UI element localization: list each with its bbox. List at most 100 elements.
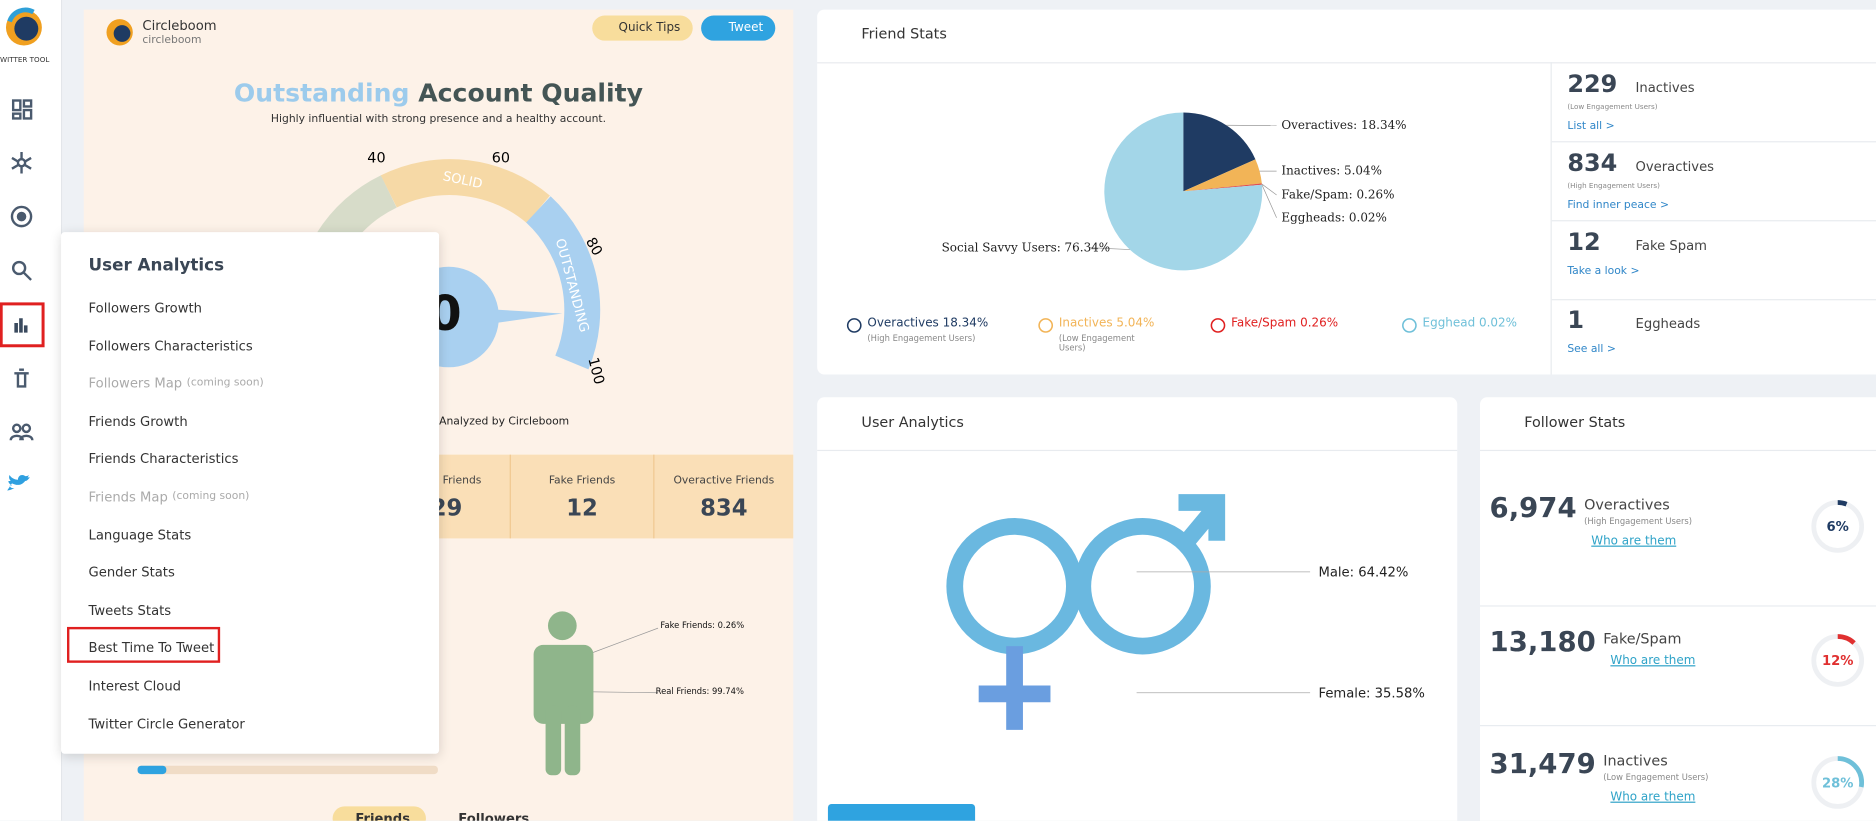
stat-link[interactable]: Who are them <box>1610 790 1696 805</box>
tab[interactable]: Friends <box>355 811 411 821</box>
legend-sub: (High Engagement Users) <box>867 333 976 344</box>
menu-item[interactable]: Friends Growth <box>88 413 188 430</box>
menu-item[interactable]: Followers Map <box>88 375 183 392</box>
count-label: Friends <box>442 474 482 487</box>
pie-label: Social Savvy Users: 76.34% <box>942 240 1111 254</box>
highlight-box <box>67 627 221 664</box>
legend-sub: (Low Engagement Users) <box>1058 333 1135 353</box>
ring-arc <box>1811 634 1865 687</box>
analyzed-by: Analyzed by Circleboom <box>439 416 570 429</box>
stat-value: 229 <box>1567 69 1618 99</box>
menu-item[interactable]: Tweets Stats <box>88 602 172 619</box>
pie-slice <box>1183 112 1256 192</box>
user-analytics-card: User Analytics <box>817 397 1458 821</box>
sidebar: WITTER TOOL <box>0 0 63 821</box>
stat-link[interactable]: Find inner peace > <box>1567 199 1669 212</box>
stat-label: Inactives <box>1635 80 1695 96</box>
stat-sub: (High Engagement Users) <box>1567 181 1660 191</box>
quality-title: Outstanding Account Quality <box>84 79 793 108</box>
pie-slice <box>1183 159 1262 192</box>
stat-label: Overactives <box>1584 496 1670 514</box>
quality-title-rest: Account Quality <box>418 78 644 108</box>
count-value: 12 <box>566 495 598 522</box>
stat-value: 1 <box>1567 305 1584 334</box>
ring-arc <box>1811 756 1865 809</box>
logo-text: WITTER TOOL <box>0 56 50 65</box>
legend-text: Fake/Spam 0.26% <box>1231 317 1339 331</box>
menu-item[interactable]: Gender Stats <box>88 564 175 581</box>
menu-item[interactable]: Friends Characteristics <box>88 451 239 468</box>
stat-link[interactable]: Take a look > <box>1567 265 1640 278</box>
menu-title: User Analytics <box>88 256 225 276</box>
ring-label: 28% <box>1822 776 1854 791</box>
stat-link[interactable]: Who are them <box>1610 654 1696 668</box>
pie-slice <box>1183 183 1262 192</box>
pie-label: Inactives: 5.04% <box>1281 164 1382 178</box>
human-label: Real Friends: 99.74% <box>655 686 744 697</box>
menu-item[interactable]: Followers Characteristics <box>88 338 253 354</box>
legend-text: Inactives 5.04% <box>1058 317 1155 331</box>
ring-arc <box>1811 500 1865 553</box>
follower-stats-card: Follower Stats <box>1479 397 1876 821</box>
leader-line <box>1261 183 1277 196</box>
stat-value: 834 <box>1567 148 1618 178</box>
stat-value: 31,479 <box>1489 748 1596 781</box>
stat-label: Fake Spam <box>1635 238 1707 254</box>
legend-icon <box>1210 318 1226 333</box>
menu-item[interactable]: Interest Cloud <box>88 678 182 694</box>
gender-label: Male: 64.42% <box>1318 564 1409 581</box>
friend-stats-card: Friend Stats <box>817 9 1876 375</box>
profile-avatar <box>106 19 133 46</box>
pie-slice <box>1104 112 1263 271</box>
human-label: Fake Friends: 0.26% <box>660 620 745 631</box>
menu-item[interactable]: Followers Growth <box>88 300 203 316</box>
tweet-button[interactable]: Tweet <box>701 15 776 41</box>
menu-item[interactable]: Friends Map <box>88 489 168 505</box>
stat-link[interactable]: List all > <box>1567 120 1615 133</box>
gauge-tick: 60 <box>491 149 511 167</box>
quality-highlight: Outstanding <box>233 78 410 108</box>
stat-link[interactable]: Who are them <box>1591 534 1677 548</box>
legend-icon <box>1038 318 1054 333</box>
stat-value: 12 <box>1567 227 1601 257</box>
stat-label: Fake/Spam <box>1603 630 1682 648</box>
gauge-tick: 40 <box>367 149 386 167</box>
ring-label: 6% <box>1827 520 1849 535</box>
ring-label: 12% <box>1822 654 1854 669</box>
stat-label: Inactives <box>1603 752 1668 770</box>
leader-line <box>1088 247 1130 250</box>
stat-label: Overactives <box>1635 159 1715 175</box>
tab[interactable]: Followers <box>458 811 530 821</box>
pie-label: Eggheads: 0.02% <box>1281 210 1387 224</box>
stat-link[interactable]: See all > <box>1567 343 1616 356</box>
menu-item-note: (coming soon) <box>172 490 250 503</box>
stat-value: 13,180 <box>1489 626 1596 659</box>
tab-button[interactable] <box>827 804 976 821</box>
stat-label: Eggheads <box>1635 315 1701 332</box>
analytics-menu: User Analytics Followers Growth Followers… <box>61 232 440 754</box>
legend-text: Overactives 18.34% <box>867 317 989 331</box>
pie-slice <box>1183 184 1262 192</box>
sidebar-icons <box>0 7 45 491</box>
pie-label: Fake/Spam: 0.26% <box>1281 188 1394 202</box>
menu-item-note: (coming soon) <box>186 377 264 390</box>
quick-tips-button[interactable]: Quick Tips <box>592 15 693 41</box>
legend-icon <box>1402 318 1417 333</box>
count-label: Overactive Friends <box>673 474 775 487</box>
profile-name: Circleboom <box>142 17 217 34</box>
stat-sub: (Low Engagement Users) <box>1603 772 1709 783</box>
menu-item[interactable]: Twitter Circle Generator <box>88 716 245 732</box>
card-title: User Analytics <box>861 413 964 431</box>
menu-item[interactable]: Best Time To Tweet <box>88 640 215 657</box>
stat-value: 6,974 <box>1489 492 1577 525</box>
stat-sub: (High Engagement Users) <box>1584 516 1693 527</box>
menu-item[interactable]: Language Stats <box>88 527 192 543</box>
leader-line <box>1261 184 1277 218</box>
card-title: Follower Stats <box>1524 413 1626 431</box>
pie-label: Overactives: 18.34% <box>1281 118 1406 132</box>
count-label: Fake Friends <box>548 474 616 487</box>
